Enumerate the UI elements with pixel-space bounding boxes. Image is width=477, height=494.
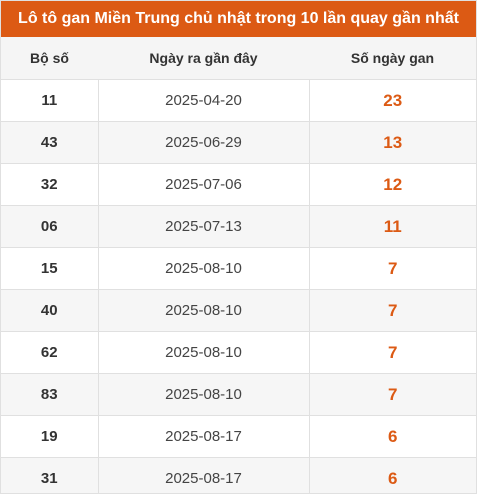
- cell-number: 06: [1, 205, 99, 248]
- table-row: 31 2025-08-17 6: [1, 457, 476, 493]
- cell-number: 15: [1, 247, 99, 290]
- cell-number: 40: [1, 289, 99, 332]
- cell-date: 2025-07-06: [98, 163, 310, 206]
- column-header-gan-days: Số ngày gan: [309, 37, 476, 80]
- table-row: 43 2025-06-29 13: [1, 121, 476, 164]
- cell-number: 31: [1, 457, 99, 493]
- cell-gan-days: 23: [309, 79, 476, 122]
- cell-date: 2025-08-10: [98, 289, 310, 332]
- cell-gan-days: 7: [309, 247, 476, 290]
- cell-date: 2025-08-17: [98, 457, 310, 493]
- table-row: 11 2025-04-20 23: [1, 79, 476, 122]
- cell-number: 11: [1, 79, 99, 122]
- cell-gan-days: 6: [309, 415, 476, 458]
- table-row: 15 2025-08-10 7: [1, 247, 476, 290]
- cell-gan-days: 12: [309, 163, 476, 206]
- cell-date: 2025-08-10: [98, 373, 310, 416]
- cell-date: 2025-06-29: [98, 121, 310, 164]
- column-header-number: Bộ số: [1, 37, 98, 80]
- cell-number: 19: [1, 415, 99, 458]
- cell-gan-days: 7: [309, 289, 476, 332]
- cell-date: 2025-08-10: [98, 331, 310, 374]
- cell-number: 43: [1, 121, 99, 164]
- table-row: 62 2025-08-10 7: [1, 331, 476, 374]
- cell-date: 2025-07-13: [98, 205, 310, 248]
- table-row: 19 2025-08-17 6: [1, 415, 476, 458]
- cell-date: 2025-08-17: [98, 415, 310, 458]
- lo-gan-table: Bộ số Ngày ra gần đây Số ngày gan 11 202…: [1, 37, 476, 493]
- table-row: 83 2025-08-10 7: [1, 373, 476, 416]
- cell-number: 32: [1, 163, 99, 206]
- table-row: 40 2025-08-10 7: [1, 289, 476, 332]
- table-header-row: Bộ số Ngày ra gần đây Số ngày gan: [1, 37, 476, 80]
- cell-gan-days: 11: [309, 205, 476, 248]
- cell-number: 62: [1, 331, 99, 374]
- cell-date: 2025-08-10: [98, 247, 310, 290]
- cell-date: 2025-04-20: [98, 79, 310, 122]
- table-row: 32 2025-07-06 12: [1, 163, 476, 206]
- cell-gan-days: 13: [309, 121, 476, 164]
- column-header-date: Ngày ra gần đây: [98, 37, 309, 80]
- cell-number: 83: [1, 373, 99, 416]
- cell-gan-days: 6: [309, 457, 476, 493]
- page-title: Lô tô gan Miền Trung chủ nhật trong 10 l…: [1, 1, 476, 37]
- table-row: 06 2025-07-13 11: [1, 205, 476, 248]
- cell-gan-days: 7: [309, 373, 476, 416]
- cell-gan-days: 7: [309, 331, 476, 374]
